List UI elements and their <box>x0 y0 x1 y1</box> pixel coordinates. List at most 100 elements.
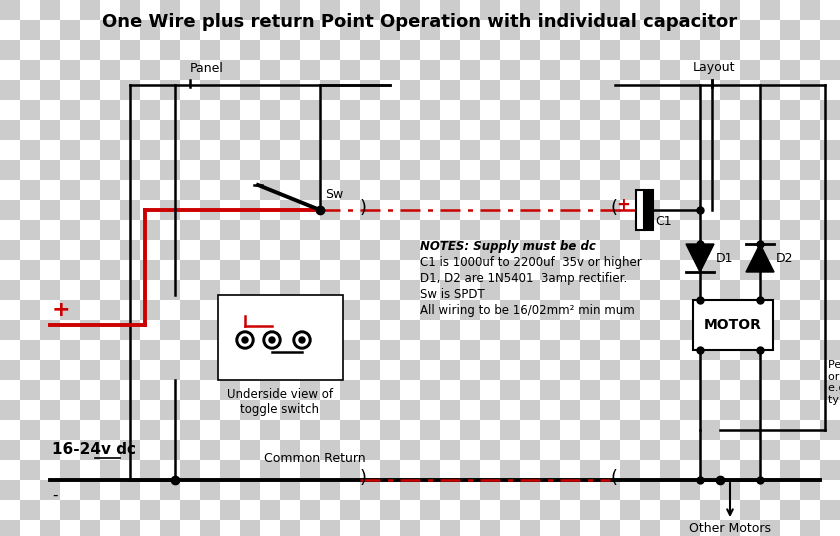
Bar <box>0 240 20 260</box>
Bar <box>100 80 120 100</box>
Bar <box>120 220 140 240</box>
Bar <box>80 380 100 400</box>
Text: +: + <box>616 196 630 214</box>
Bar <box>220 40 240 60</box>
Bar <box>20 340 40 360</box>
Bar <box>120 340 140 360</box>
Bar <box>180 260 200 280</box>
Bar <box>300 520 320 536</box>
Bar <box>600 260 620 280</box>
Bar <box>300 220 320 240</box>
Bar <box>20 240 40 260</box>
Bar <box>0 40 20 60</box>
Bar <box>700 360 720 380</box>
Bar <box>380 500 400 520</box>
Bar <box>760 460 780 480</box>
Bar <box>120 80 140 100</box>
Bar <box>400 440 420 460</box>
Bar <box>580 240 600 260</box>
Bar <box>760 480 780 500</box>
Bar <box>680 200 700 220</box>
Bar <box>420 380 440 400</box>
Bar <box>780 380 800 400</box>
Bar <box>680 380 700 400</box>
Bar <box>340 60 360 80</box>
Bar <box>520 240 540 260</box>
Bar <box>420 500 440 520</box>
Bar <box>800 320 820 340</box>
Bar <box>60 40 80 60</box>
Bar <box>600 220 620 240</box>
Bar <box>600 280 620 300</box>
Circle shape <box>299 337 305 343</box>
Bar <box>700 200 720 220</box>
Bar <box>400 120 420 140</box>
Bar <box>780 280 800 300</box>
Bar <box>380 40 400 60</box>
Bar <box>20 380 40 400</box>
Bar <box>480 480 500 500</box>
Bar <box>40 80 60 100</box>
Bar <box>520 0 540 20</box>
Bar <box>240 120 260 140</box>
Bar <box>680 360 700 380</box>
Bar <box>540 160 560 180</box>
Bar <box>480 460 500 480</box>
Bar <box>720 360 740 380</box>
Bar <box>220 120 240 140</box>
Bar <box>340 320 360 340</box>
Text: ): ) <box>360 469 366 487</box>
Bar <box>800 440 820 460</box>
Bar <box>500 460 520 480</box>
Bar <box>320 100 340 120</box>
Bar <box>340 160 360 180</box>
Bar <box>780 200 800 220</box>
Bar <box>640 80 660 100</box>
Bar <box>20 520 40 536</box>
Bar <box>180 320 200 340</box>
Bar <box>820 180 840 200</box>
Bar <box>280 500 300 520</box>
Bar <box>160 360 180 380</box>
Bar <box>400 360 420 380</box>
Bar <box>420 280 440 300</box>
Text: (: ( <box>611 469 617 487</box>
Bar <box>640 0 660 20</box>
Bar <box>800 160 820 180</box>
Bar <box>300 0 320 20</box>
Bar <box>20 0 40 20</box>
Text: D1, D2 are 1N5401  3amp rectifier.: D1, D2 are 1N5401 3amp rectifier. <box>420 272 627 285</box>
Bar <box>160 340 180 360</box>
Bar <box>540 460 560 480</box>
Bar <box>0 180 20 200</box>
Bar <box>480 80 500 100</box>
Bar <box>220 380 240 400</box>
Bar <box>220 360 240 380</box>
Bar <box>40 180 60 200</box>
Bar <box>660 320 680 340</box>
Bar <box>640 400 660 420</box>
Bar <box>40 460 60 480</box>
Bar <box>520 360 540 380</box>
Bar <box>580 60 600 80</box>
Bar <box>800 380 820 400</box>
Bar <box>200 180 220 200</box>
Bar <box>560 520 580 536</box>
Bar <box>800 360 820 380</box>
Bar <box>420 100 440 120</box>
Bar <box>400 340 420 360</box>
Bar <box>240 20 260 40</box>
Bar <box>540 140 560 160</box>
Bar <box>460 480 480 500</box>
Bar <box>220 420 240 440</box>
Bar <box>480 400 500 420</box>
Bar <box>280 300 300 320</box>
Bar <box>693 300 773 350</box>
Bar <box>580 200 600 220</box>
Bar <box>520 460 540 480</box>
Bar <box>320 160 340 180</box>
Bar <box>620 280 640 300</box>
Bar <box>40 120 60 140</box>
Bar <box>240 420 260 440</box>
Bar <box>760 80 780 100</box>
